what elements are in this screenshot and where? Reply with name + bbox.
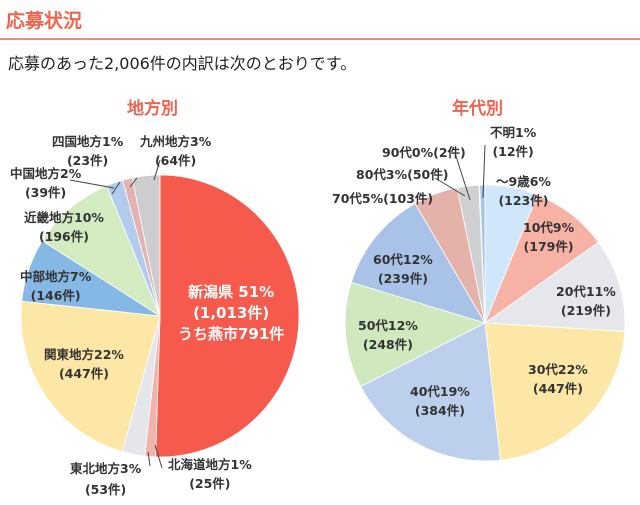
label-text: 東北地方3%	[70, 461, 142, 476]
label-count: (447件)	[58, 366, 109, 381]
label-60s: 60代12% (239件)	[373, 250, 433, 288]
label-count: (146件)	[30, 288, 81, 303]
label-text: 90代0%	[382, 145, 434, 160]
label-note: うち燕市791件	[178, 325, 285, 343]
leader-line-0	[111, 181, 121, 195]
label-chugoku: 中国地方2% (39件)	[10, 164, 81, 202]
label-20s: 20代11% (219件)	[556, 282, 616, 320]
label-count: (447件)	[532, 381, 583, 396]
leader-line-5	[147, 451, 151, 467]
label-text: 関東地方22%	[44, 347, 124, 362]
label-chubu: 中部地方7% (146件)	[20, 267, 91, 305]
label-count: (12件)	[492, 144, 534, 159]
label-kyushu: 九州地方3% (64件)	[140, 132, 211, 170]
pie-slice-1-5	[344, 281, 487, 387]
label-count: (179件)	[523, 239, 574, 254]
label-count: (64件)	[154, 153, 197, 168]
label-90s: 90代0% (2件)	[382, 143, 466, 162]
label-50s: 50代12% (248件)	[358, 316, 418, 354]
label-80s: 80代3% (50件)	[356, 165, 448, 184]
pie-slice-1-3	[484, 322, 626, 461]
label-text: 40代19%	[410, 384, 470, 399]
label-count: (53件)	[84, 482, 127, 497]
pie-slice-0-0	[155, 174, 300, 458]
label-under9: 〜9歳6% (123件)	[496, 172, 551, 210]
label-text: 20代11%	[556, 284, 616, 299]
label-text: 80代3%	[356, 167, 408, 182]
label-text: 50代12%	[358, 318, 418, 333]
title-divider	[0, 38, 640, 40]
chart-title-region: 地方別	[127, 99, 178, 119]
pie-slice-0-8	[131, 174, 161, 317]
label-count: (1,013件)	[193, 304, 270, 322]
label-count: (23件)	[66, 153, 109, 168]
label-unknown: 不明1% (12件)	[490, 123, 536, 161]
label-text: 新潟県 51%	[188, 283, 275, 301]
label-text: 九州地方3%	[140, 134, 212, 149]
label-count: (219件)	[560, 303, 611, 318]
label-niigata: 新潟県 51% (1,013件) うち燕市791件	[178, 282, 284, 345]
leader-line-3	[69, 179, 115, 189]
label-kinki: 近畿地方10% (196件)	[24, 208, 104, 246]
pie-slice-1-4	[360, 322, 501, 462]
label-30s: 30代22% (447件)	[528, 360, 588, 398]
label-text: 〜9歳6%	[496, 174, 551, 189]
pie-slice-1-2	[483, 241, 626, 332]
label-tohoku: 東北地方3% (53件)	[70, 458, 141, 500]
label-count: (25件)	[189, 476, 231, 491]
label-count: (123件)	[498, 193, 549, 208]
label-40s: 40代19% (384件)	[410, 382, 470, 420]
leader-line-4	[154, 444, 163, 469]
leader-line-8	[434, 177, 466, 197]
label-text: 10代9%	[523, 220, 575, 235]
label-hokkaido: 北海道地方1% (25件)	[168, 455, 252, 493]
label-text: 近畿地方10%	[24, 210, 104, 225]
pie-slice-1-10	[479, 184, 486, 324]
label-text: 中部地方7%	[20, 269, 92, 284]
pie-slice-1-6	[350, 202, 486, 324]
label-text: 60代12%	[373, 252, 433, 267]
leader-line-7	[454, 152, 471, 201]
label-count: (239件)	[377, 271, 428, 286]
label-count: (39件)	[24, 185, 67, 200]
label-count: (248件)	[362, 337, 413, 352]
pie-slice-0-3	[20, 300, 161, 453]
label-text: 30代22%	[528, 362, 588, 377]
leader-line-6	[482, 144, 486, 199]
label-count: (50件)	[407, 167, 449, 182]
label-count: (196件)	[38, 229, 89, 244]
label-text: 四国地方1%	[52, 134, 124, 149]
label-text: 不明1%	[490, 125, 537, 140]
label-text: 70代5%	[332, 191, 384, 206]
leader-line-2	[153, 159, 161, 181]
label-10s: 10代9% (179件)	[523, 218, 574, 256]
label-count: (2件)	[433, 145, 466, 160]
label-kanto: 関東地方22% (447件)	[44, 345, 124, 383]
leader-line-1	[129, 177, 138, 188]
label-text: 北海道地方1%	[168, 457, 252, 472]
intro-text: 応募のあった2,006件の内訳は次のとおりです。	[8, 54, 357, 73]
chart-title-age: 年代別	[452, 99, 503, 119]
label-text: 中国地方2%	[10, 166, 82, 181]
label-count: (103件)	[383, 191, 434, 206]
label-70s: 70代5% (103件)	[332, 189, 433, 208]
label-count: (384件)	[414, 403, 465, 418]
section-title: 応募状況	[6, 10, 83, 32]
label-shikoku: 四国地方1% (23件)	[52, 132, 123, 170]
